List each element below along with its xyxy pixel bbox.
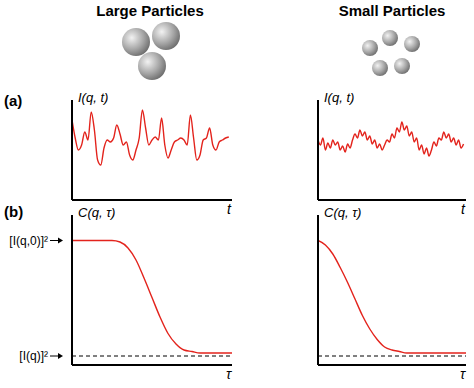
html-text:Large Particles: Large Particles	[96, 2, 204, 19]
html-text:C(q, τ): C(q, τ)	[78, 205, 116, 220]
html-text:(b): (b)	[4, 203, 24, 220]
svg-text:[I(q)]²: [I(q)]²	[19, 349, 48, 363]
html-text:Small Particles: Small Particles	[338, 2, 446, 19]
html-text:τ: τ	[226, 366, 232, 382]
svg-text:[I(q,0)]²: [I(q,0)]²	[9, 234, 48, 248]
html-text:I(q, t): I(q, t)	[324, 90, 355, 105]
html-text:τ: τ	[460, 366, 466, 382]
html-text:C(q, τ): C(q, τ)	[324, 205, 362, 220]
html-text:(a): (a)	[4, 92, 23, 109]
html-text:I(q, t): I(q, t)	[78, 90, 109, 105]
html-text:t: t	[227, 201, 231, 217]
html-text:t: t	[461, 201, 465, 217]
